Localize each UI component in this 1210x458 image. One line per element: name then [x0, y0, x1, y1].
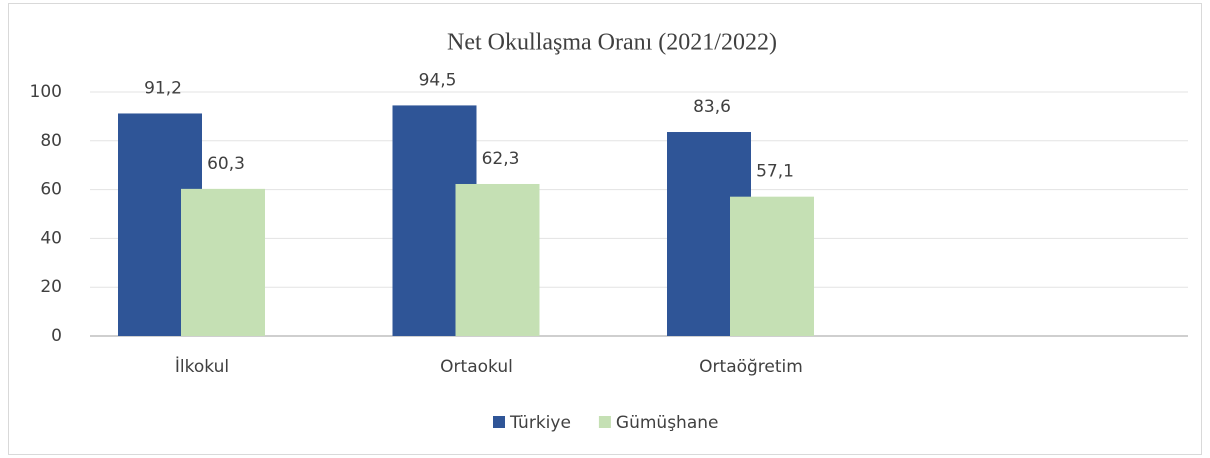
y-tick-label: 20 — [40, 277, 62, 297]
y-tick-label: 80 — [40, 131, 62, 151]
chart-title: Net Okullaşma Oranı (2021/2022) — [447, 30, 777, 56]
y-tick-label: 100 — [30, 82, 62, 102]
data-label: 83,6 — [693, 97, 731, 117]
data-label: 57,1 — [756, 162, 794, 182]
x-tick-label: Ortaokul — [440, 357, 513, 377]
legend-swatch — [598, 416, 611, 428]
data-label: 62,3 — [482, 149, 520, 169]
data-label: 91,2 — [144, 78, 182, 98]
legend-swatch — [493, 416, 505, 428]
bar — [181, 188, 265, 336]
data-label: 60,3 — [207, 154, 245, 174]
y-tick-label: 40 — [40, 228, 62, 248]
x-tick-label: Ortaöğretim — [699, 357, 803, 377]
y-tick-label: 60 — [40, 180, 62, 200]
bar — [455, 183, 540, 336]
legend-label: Türkiye — [509, 413, 571, 433]
legend-label: Gümüşhane — [616, 413, 719, 433]
data-label: 94,5 — [419, 70, 457, 90]
bar — [730, 196, 814, 336]
y-tick-label: 0 — [51, 326, 62, 346]
x-tick-label: İlkokul — [175, 356, 229, 377]
